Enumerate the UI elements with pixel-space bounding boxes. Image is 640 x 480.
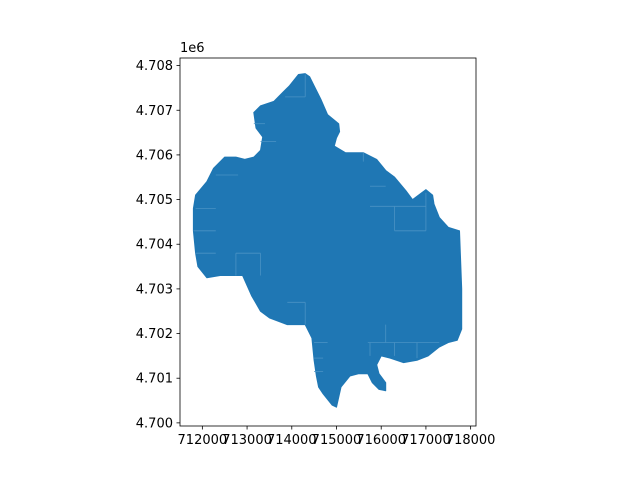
y-tick-label: 4.706 xyxy=(136,148,173,163)
y-tick-label: 4.702 xyxy=(136,327,173,342)
x-tick-label: 713000 xyxy=(222,433,272,448)
y-tick-label: 4.704 xyxy=(136,238,173,253)
y-tick-label: 4.707 xyxy=(136,104,173,119)
y-tick-label: 4.708 xyxy=(136,59,173,74)
region-polygon xyxy=(192,73,463,408)
y-tick-label: 4.701 xyxy=(136,372,173,387)
x-tick-label: 712000 xyxy=(178,433,228,448)
y-tick-label: 4.705 xyxy=(136,193,173,208)
y-offset-label: 1e6 xyxy=(180,41,205,56)
y-tick-label: 4.700 xyxy=(136,416,173,431)
x-axis: 7120007130007140007150007160007170007180… xyxy=(178,426,496,448)
map-layer xyxy=(192,73,463,408)
y-tick-label: 4.703 xyxy=(136,282,173,297)
x-tick-label: 716000 xyxy=(356,433,406,448)
boundary-lines-layer xyxy=(193,74,440,372)
x-tick-label: 717000 xyxy=(401,433,451,448)
axes-frame xyxy=(179,57,477,427)
x-tick-label: 714000 xyxy=(267,433,317,448)
x-tick-label: 715000 xyxy=(312,433,362,448)
y-axis: 4.700 4.701 4.702 4.703 4.704 4.705 4.706 4.707… xyxy=(136,59,180,431)
x-tick-label: 718000 xyxy=(446,433,496,448)
